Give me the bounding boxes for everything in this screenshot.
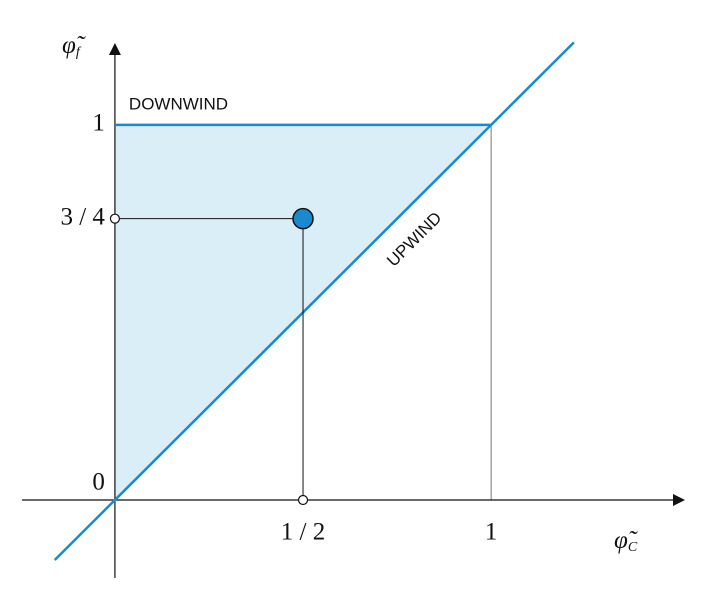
x-axis-label: φ̃C [614, 527, 638, 555]
y-axis-label: φ̃f [62, 32, 86, 60]
data-point [292, 207, 314, 230]
x-label-subscript: C [628, 540, 638, 555]
x-tick-label: 1 [485, 519, 498, 546]
x-tick-label: 1 / 2 [281, 519, 325, 546]
series-line [53, 41, 575, 561]
y-label-symbol: φ̃ [62, 32, 86, 59]
y-tick-label: 3 / 4 [60, 203, 105, 230]
tick-mark [297, 494, 309, 506]
tick-mark [109, 213, 121, 224]
y-tick-label: 1 [92, 110, 105, 137]
y-label-subscript: f [76, 45, 82, 60]
y-tick-label: 0 [92, 469, 105, 496]
line-label: DOWNWIND [129, 94, 228, 113]
